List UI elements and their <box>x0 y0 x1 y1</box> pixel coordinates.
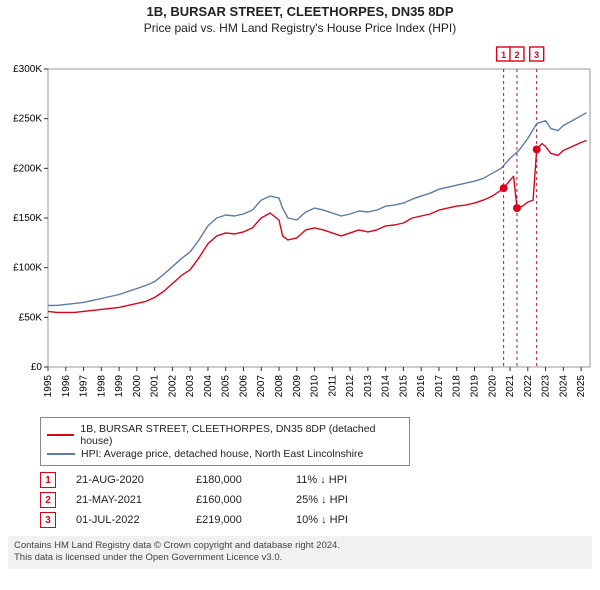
x-tick-label: 2009 <box>292 375 303 398</box>
chart-area: £0 £50K £100K £150K £200K £250K £300K 1995 1996 1… <box>0 41 560 411</box>
y-tick-label: £250K <box>13 114 42 125</box>
x-tick-label: 2014 <box>381 375 392 398</box>
x-tick-label: 1996 <box>61 375 72 398</box>
x-tick-label: 1999 <box>114 375 125 398</box>
legend-swatch <box>47 453 75 455</box>
x-tick-label: 1997 <box>79 375 90 398</box>
footer-line2: This data is licensed under the Open Gov… <box>14 552 586 564</box>
event-hpi-delta: 10% ↓ HPI <box>296 514 348 526</box>
x-tick-label: 2019 <box>469 375 480 398</box>
event-price: £219,000 <box>196 514 296 526</box>
x-tick-label: 1995 <box>43 375 54 398</box>
legend-swatch <box>47 434 74 436</box>
chart-subtitle: Price paid vs. HM Land Registry's House … <box>0 21 600 35</box>
series-marker <box>513 204 521 212</box>
event-number-badge: 3 <box>40 512 56 528</box>
event-badge-number: 3 <box>534 50 539 60</box>
event-hpi-delta: 11% ↓ HPI <box>296 474 347 486</box>
x-tick-label: 2007 <box>256 375 267 398</box>
x-tick-label: 2016 <box>416 375 427 398</box>
y-tick-label: £50K <box>19 312 43 323</box>
event-number-badge: 1 <box>40 472 56 488</box>
legend-row: 1B, BURSAR STREET, CLEETHORPES, DN35 8DP… <box>47 423 403 447</box>
x-tick-label: 2020 <box>487 375 498 398</box>
x-tick-label: 2018 <box>452 375 463 398</box>
event-date: 01-JUL-2022 <box>76 514 196 526</box>
x-tick-label: 2011 <box>327 375 338 397</box>
x-tick-label: 2021 <box>505 375 516 398</box>
x-tick-label: 2000 <box>132 375 143 398</box>
x-tick-label: 2017 <box>434 375 445 398</box>
x-tick-label: 2023 <box>541 375 552 398</box>
y-tick-label: £0 <box>31 362 43 373</box>
y-tick-label: £100K <box>13 263 42 274</box>
x-tick-label: 2006 <box>238 375 249 398</box>
x-tick-label: 2008 <box>274 375 285 398</box>
event-row: 3 01-JUL-2022£219,00010% ↓ HPI <box>40 512 592 528</box>
x-tick-label: 2013 <box>363 375 374 398</box>
event-price: £180,000 <box>196 474 296 486</box>
x-tick-label: 2015 <box>398 375 409 398</box>
x-tick-label: 2001 <box>150 375 161 398</box>
event-price: £160,000 <box>196 494 296 506</box>
x-tick-label: 2003 <box>185 375 196 398</box>
x-tick-label: 2012 <box>345 375 356 398</box>
event-hpi-delta: 25% ↓ HPI <box>296 494 348 506</box>
legend: 1B, BURSAR STREET, CLEETHORPES, DN35 8DP… <box>40 417 410 466</box>
series-marker <box>533 145 541 153</box>
event-row: 2 21-MAY-2021£160,00025% ↓ HPI <box>40 492 592 508</box>
event-badge-number: 2 <box>514 50 519 60</box>
x-tick-label: 2022 <box>523 375 534 398</box>
x-tick-label: 1998 <box>96 375 107 398</box>
event-row: 1 21-AUG-2020£180,00011% ↓ HPI <box>40 472 592 488</box>
legend-row: HPI: Average price, detached house, Nort… <box>47 448 403 460</box>
event-date: 21-MAY-2021 <box>76 494 196 506</box>
x-tick-label: 2002 <box>167 375 178 398</box>
legend-label: 1B, BURSAR STREET, CLEETHORPES, DN35 8DP… <box>80 423 403 447</box>
y-tick-label: £150K <box>13 213 42 224</box>
y-tick-label: £300K <box>13 64 42 75</box>
event-list: 1 21-AUG-2020£180,00011% ↓ HPI 2 21-MAY-202… <box>40 472 592 528</box>
event-badge-number: 1 <box>501 50 506 60</box>
footer-line1: Contains HM Land Registry data © Crown c… <box>14 540 586 552</box>
footer-attribution: Contains HM Land Registry data © Crown c… <box>8 536 592 569</box>
x-tick-label: 2005 <box>221 375 232 398</box>
x-tick-label: 2025 <box>576 375 587 398</box>
chart-title: 1B, BURSAR STREET, CLEETHORPES, DN35 8DP <box>0 4 600 19</box>
x-tick-label: 2004 <box>203 375 214 398</box>
legend-label: HPI: Average price, detached house, Nort… <box>81 448 363 460</box>
x-tick-label: 2010 <box>310 375 321 398</box>
series-marker <box>500 184 508 192</box>
y-tick-label: £200K <box>13 163 42 174</box>
event-date: 21-AUG-2020 <box>76 474 196 486</box>
event-number-badge: 2 <box>40 492 56 508</box>
x-tick-label: 2024 <box>558 375 569 398</box>
